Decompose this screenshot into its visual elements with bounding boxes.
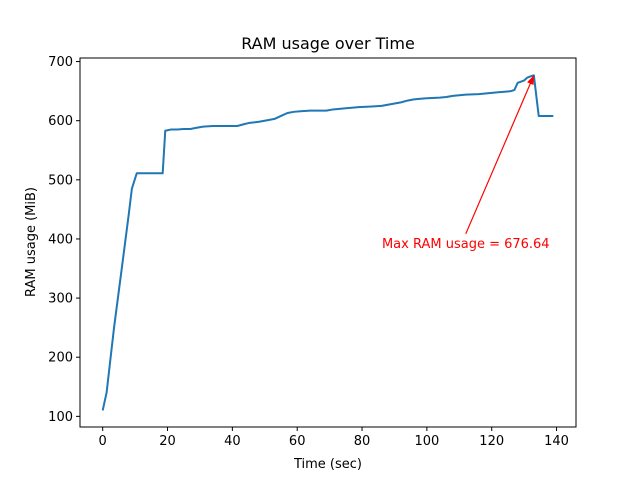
y-axis-ticks: 100 200 300 400 500 600 700 [48, 55, 80, 425]
y-axis-label: RAM usage (MiB) [24, 187, 39, 297]
x-tick-label: 40 [224, 434, 241, 449]
ram-usage-line [101, 74, 554, 411]
y-tick-label: 300 [48, 292, 73, 307]
x-tick-label: 20 [159, 434, 176, 449]
y-tick-label: 200 [48, 351, 73, 366]
y-tick-label: 700 [48, 55, 73, 70]
x-axis-ticks: 0 20 40 60 80 100 120 140 [99, 427, 569, 449]
x-tick-label: 80 [354, 434, 371, 449]
plot-frame [79, 57, 577, 428]
annotation-arrow-head [527, 75, 534, 86]
x-axis-label: Time (sec) [293, 457, 362, 472]
x-tick-label: 140 [544, 434, 569, 449]
y-tick-label: 400 [48, 232, 73, 247]
y-tick-label: 500 [48, 173, 73, 188]
x-tick-label: 60 [289, 434, 306, 449]
x-tick-label: 0 [99, 434, 107, 449]
x-tick-label: 100 [414, 434, 439, 449]
chart-title: RAM usage over Time [241, 34, 415, 53]
max-annotation: Max RAM usage = 676.64 [382, 75, 550, 252]
y-tick-label: 100 [48, 410, 73, 425]
annotation-arrow-line [465, 75, 535, 235]
y-tick-label: 600 [48, 114, 73, 129]
x-tick-label: 120 [479, 434, 504, 449]
annotation-label: Max RAM usage = 676.64 [382, 237, 550, 252]
